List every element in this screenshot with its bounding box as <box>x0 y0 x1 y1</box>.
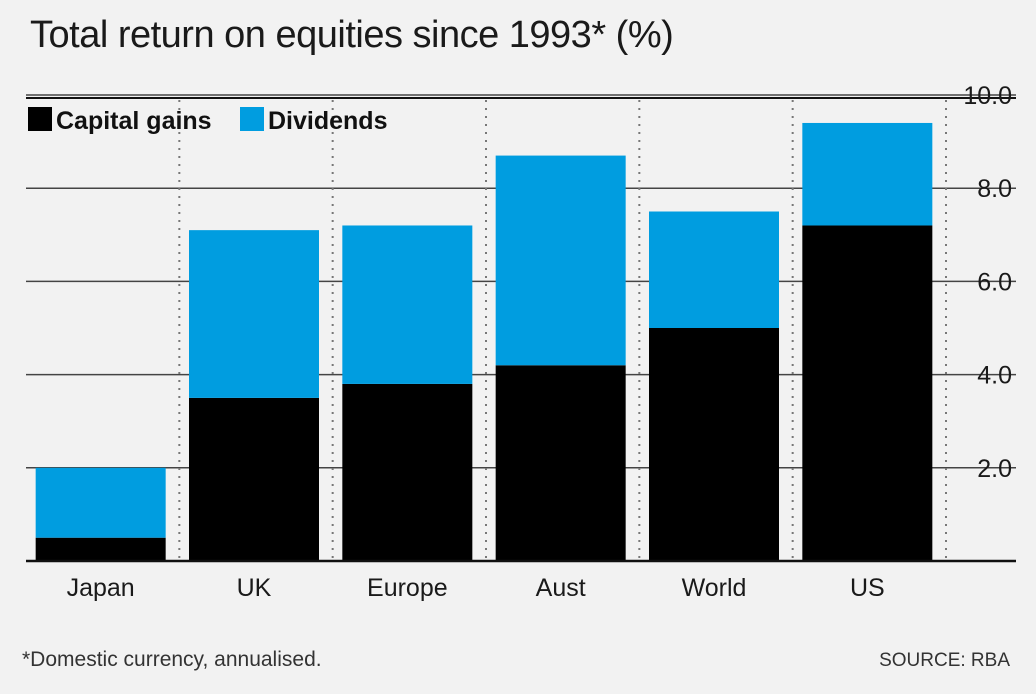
legend-dividends-label: Dividends <box>268 107 387 135</box>
source-credit: SOURCE: RBA <box>879 650 1010 671</box>
bar-capital-gains <box>802 225 933 562</box>
bar-dividends <box>342 225 473 384</box>
legend-dividends-swatch <box>240 107 264 131</box>
legend-capital-gains-label: Capital gains <box>56 107 212 135</box>
chart-legend: Capital gains Dividends <box>28 107 387 135</box>
x-tick-label: Aust <box>536 574 586 602</box>
bars-layer <box>35 122 933 562</box>
x-tick-label: Japan <box>67 574 135 602</box>
bar-capital-gains <box>189 397 319 561</box>
bar-dividends <box>802 122 933 226</box>
bar-capital-gains <box>35 537 166 561</box>
y-tick-label: 2.0 <box>977 455 1012 483</box>
y-tick-label: 4.0 <box>977 362 1012 390</box>
footnote: *Domestic currency, annualised. <box>22 648 322 671</box>
legend-capital-gains-swatch <box>28 107 52 131</box>
x-tick-label: UK <box>237 574 272 602</box>
x-tick-label: US <box>850 574 885 602</box>
y-tick-label: 8.0 <box>977 175 1012 203</box>
bar-capital-gains <box>495 365 626 561</box>
bar-dividends <box>189 230 319 398</box>
bar-dividends <box>35 467 166 538</box>
bar-capital-gains <box>649 328 779 561</box>
x-tick-label: Europe <box>367 574 448 602</box>
bar-dividends <box>649 211 779 328</box>
x-tick-label: World <box>682 574 747 602</box>
chart-title: Total return on equities since 1993* (%) <box>30 14 674 56</box>
bar-dividends <box>495 155 626 366</box>
axis-layer: 2.0 4.0 6.0 8.0 10.0 Japan UK Europe Aust World US <box>26 82 1016 602</box>
y-tick-label: 10.0 <box>963 82 1012 110</box>
y-tick-label: 6.0 <box>977 268 1012 296</box>
bar-capital-gains <box>342 383 473 561</box>
